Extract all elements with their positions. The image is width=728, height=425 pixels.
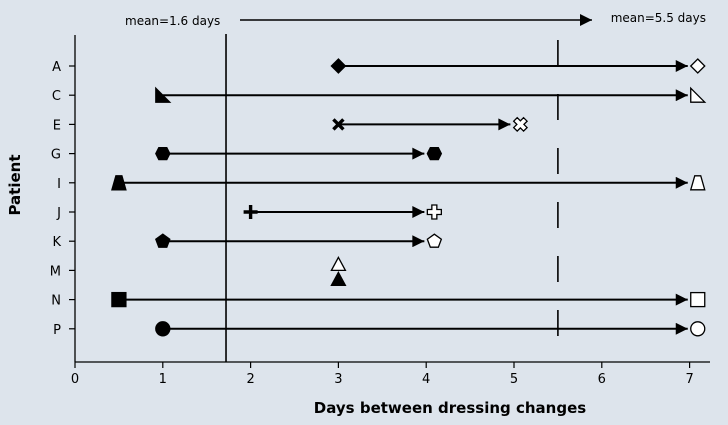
x-tick-label-2: 2	[246, 372, 254, 387]
patient-M-end-marker	[330, 256, 347, 272]
patient-C-end-marker	[690, 86, 707, 103]
y-tick-label-C: C	[52, 89, 61, 104]
patient-J-end-marker	[426, 204, 442, 220]
y-tick-label-M: M	[50, 264, 61, 279]
y-tick-label-G: G	[51, 148, 61, 163]
patient-A-end-marker	[689, 58, 706, 74]
patient-K-start-marker	[155, 233, 171, 248]
y-tick-label-J: J	[56, 206, 61, 221]
patient-P-end-marker	[690, 321, 706, 337]
patient-A-start-marker	[330, 58, 347, 74]
patient-E-end-marker	[512, 116, 529, 133]
mean-lines: mean=1.6 days mean=5.5 days	[125, 11, 706, 362]
patient-K	[155, 233, 443, 248]
patient-P-start-marker	[155, 321, 171, 337]
mean-label-short: mean=1.6 days	[125, 14, 220, 28]
patient-M-start-marker	[330, 271, 347, 287]
y-tick-label-I: I	[57, 177, 61, 192]
patient-E	[332, 116, 529, 133]
y-tick-label-N: N	[51, 294, 61, 309]
patient-E-start-marker	[332, 118, 345, 131]
y-tick-label-K: K	[52, 235, 61, 250]
x-axis-title: Days between dressing changes	[314, 399, 586, 417]
x-tick-label-3: 3	[334, 372, 342, 387]
y-axis-title: Patient	[6, 154, 24, 215]
y-tick-label-E: E	[53, 118, 61, 133]
x-tick-label-1: 1	[159, 372, 167, 387]
patient-J-start-marker	[243, 205, 258, 219]
patient-J	[243, 204, 442, 220]
patient-N	[111, 291, 706, 308]
x-tick-label-5: 5	[510, 372, 518, 387]
x-ticks: 0 1 2 3 4 5 6 7	[71, 362, 694, 387]
patient-G	[155, 146, 443, 161]
y-tick-label-A: A	[52, 60, 61, 75]
patient-P	[155, 321, 706, 337]
patient-A	[330, 58, 706, 74]
patient-G-start-marker	[155, 146, 171, 161]
patient-I-end-marker	[689, 175, 706, 191]
patient-N-end-marker	[690, 291, 706, 308]
mean-label-long: mean=5.5 days	[611, 11, 706, 25]
axes	[74, 35, 710, 363]
patient-N-start-marker	[111, 291, 127, 308]
y-tick-label-P: P	[53, 323, 61, 338]
x-tick-label-4: 4	[422, 372, 430, 387]
patient-K-end-marker	[426, 233, 443, 248]
patient-I-start-marker	[111, 175, 127, 191]
patient-M	[330, 256, 347, 287]
x-tick-label-6: 6	[598, 372, 606, 387]
patient-series	[111, 58, 707, 337]
x-tick-label-0: 0	[71, 372, 79, 387]
x-tick-label-7: 7	[685, 372, 693, 387]
patient-I	[111, 175, 706, 191]
patient-C-start-marker	[155, 86, 172, 103]
patient-G-end-marker	[426, 146, 443, 161]
patient-C	[155, 86, 707, 103]
